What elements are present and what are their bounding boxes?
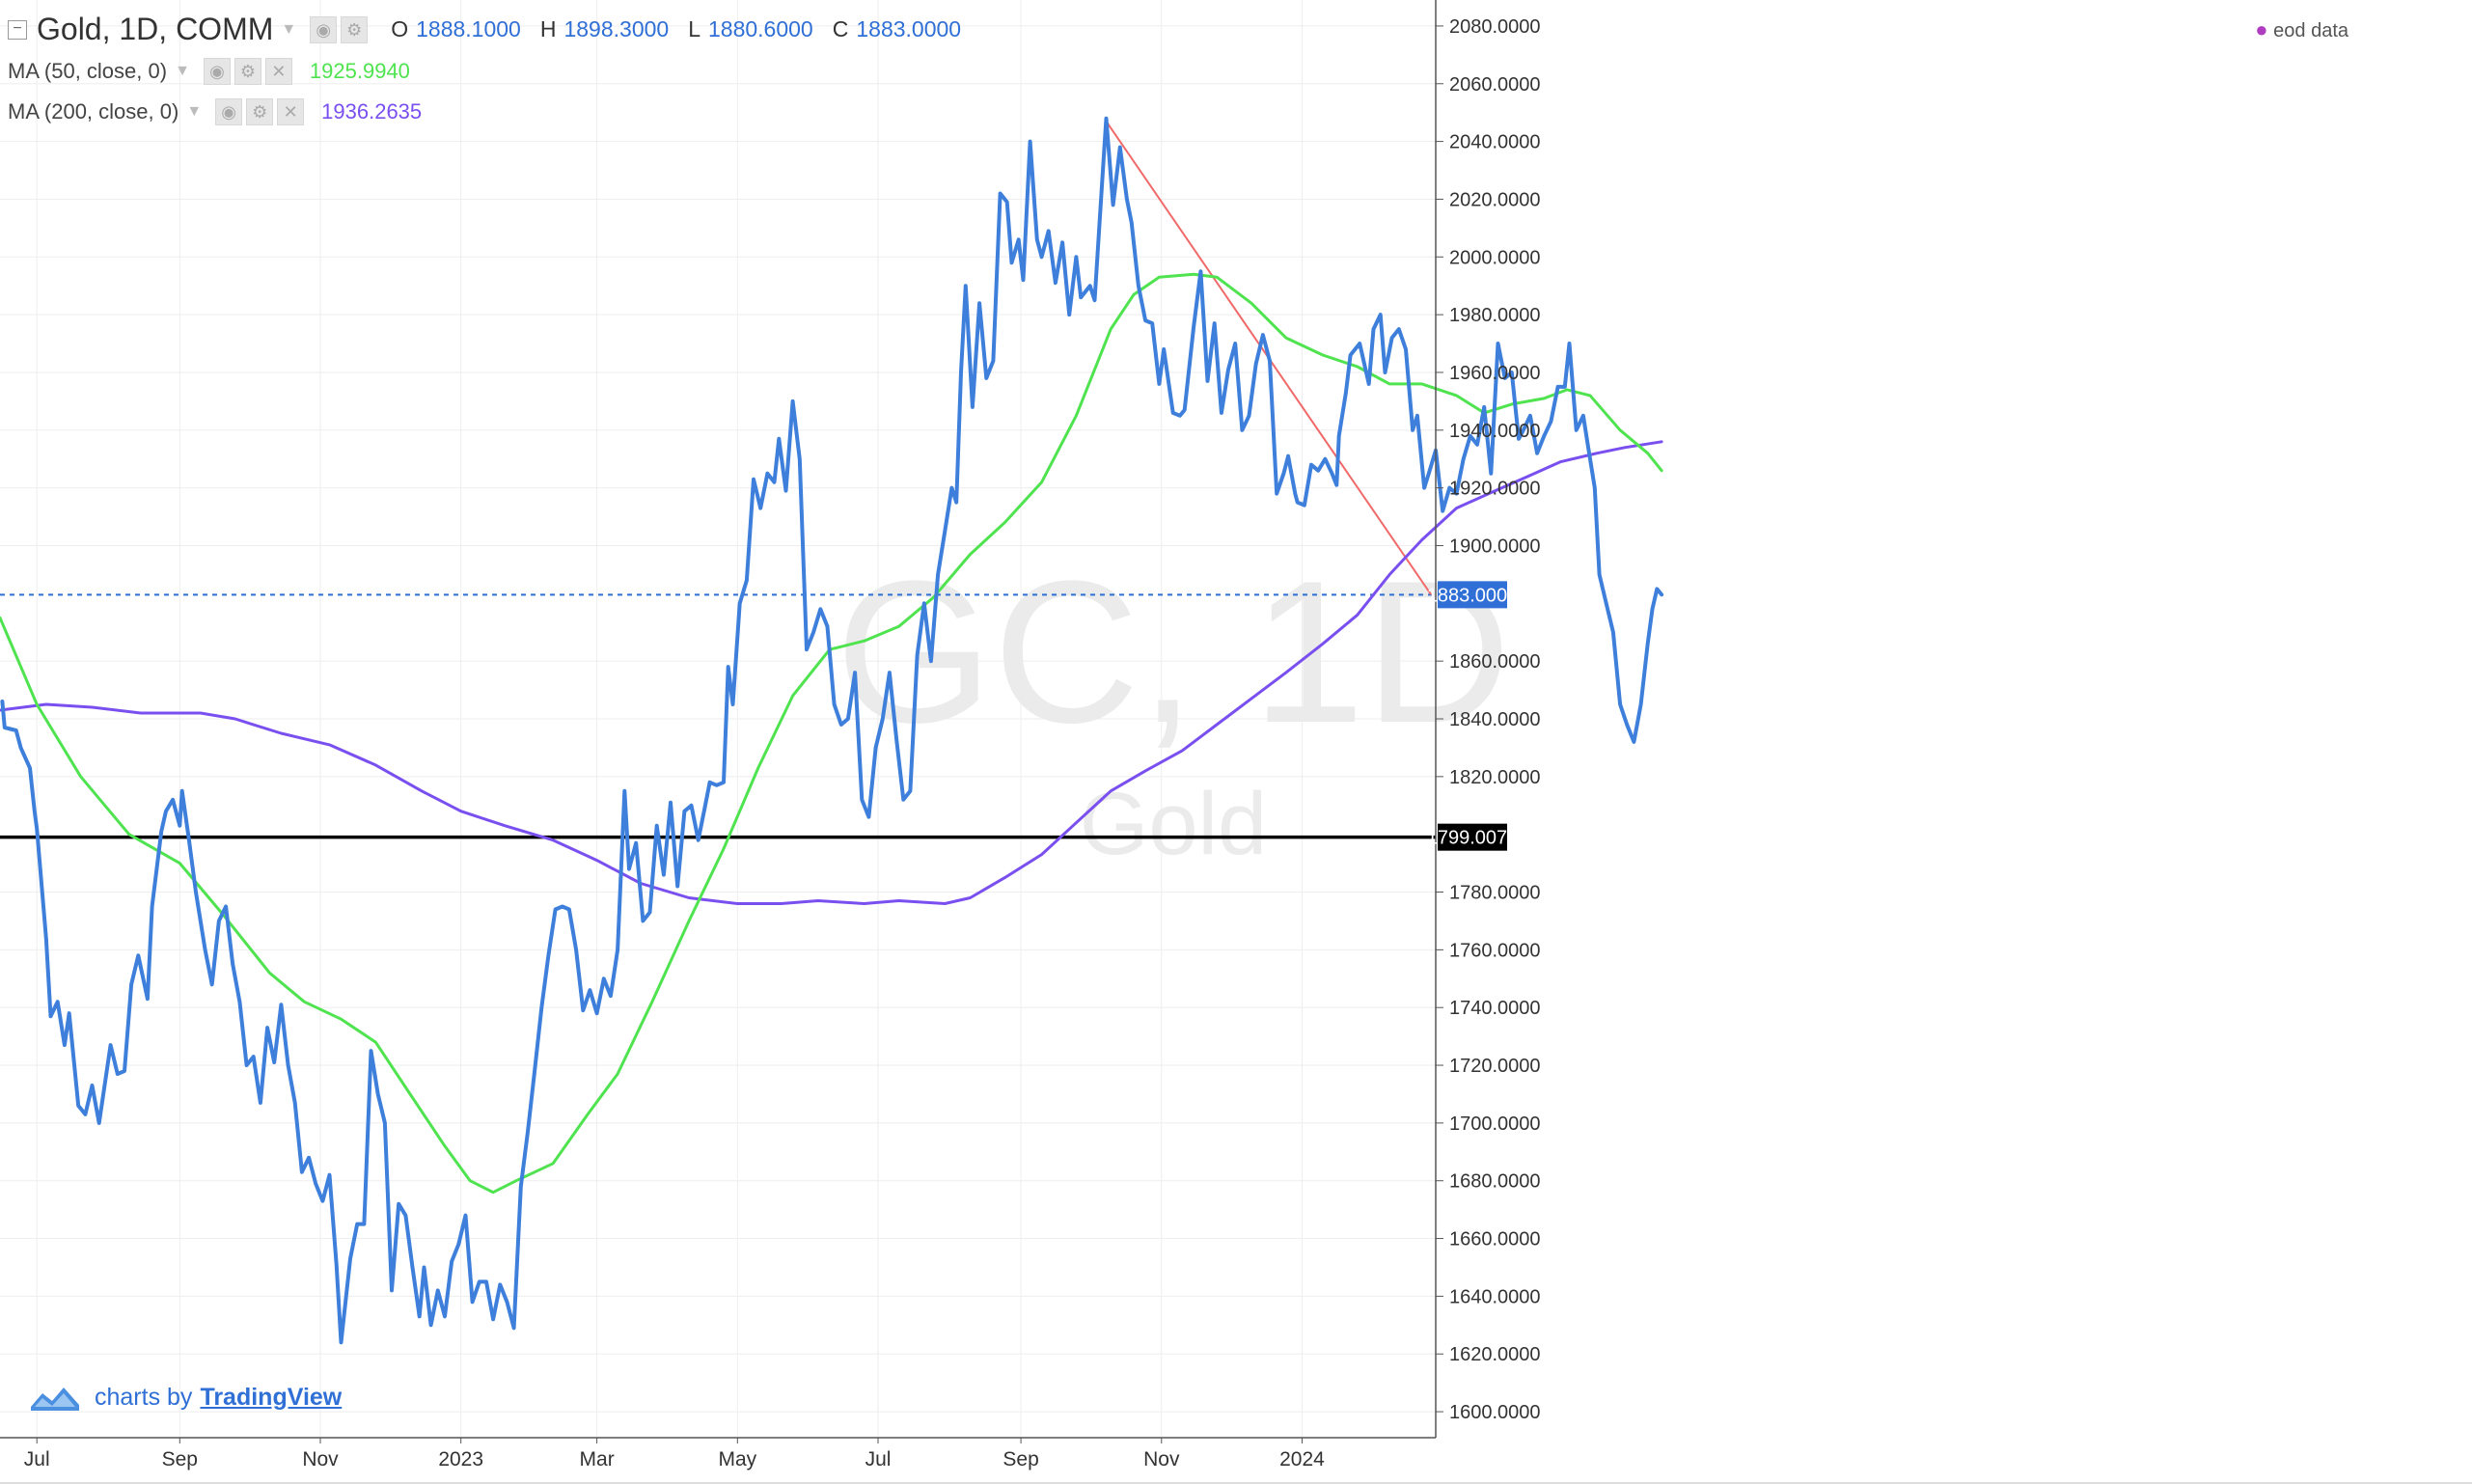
series-lines — [0, 116, 1664, 1345]
y-tick-label: 1860.0000 — [1449, 651, 1541, 673]
x-tick-label: Nov — [1143, 1448, 1180, 1470]
y-tick-label: 2080.0000 — [1449, 16, 1541, 38]
x-tick-label: 2023 — [438, 1448, 483, 1470]
y-tick-label: 1680.0000 — [1449, 1171, 1541, 1193]
x-tick-label: Sep — [162, 1448, 198, 1470]
horizontal-lines — [0, 593, 1436, 839]
eod-indicator: ● eod data — [2255, 17, 2348, 42]
y-tick-label: 1820.0000 — [1449, 767, 1541, 788]
ma50-series-line — [0, 272, 1663, 1195]
y-tick-label: 1720.0000 — [1449, 1056, 1541, 1077]
close-icon[interactable]: ✕ — [264, 58, 292, 85]
high-value: 1898.3000 — [563, 16, 670, 41]
watermark: GC, 1D Gold — [836, 538, 1511, 873]
low-value: 1880.6000 — [708, 16, 813, 41]
axis-price-labels: 1883.0000 1799.0072 — [1427, 581, 1519, 851]
last_price-price-tag — [1438, 581, 1507, 609]
y-tick-label: 1620.0000 — [1449, 1344, 1541, 1365]
chevron-down-icon[interactable]: ▼ — [186, 103, 203, 120]
open-label: O — [391, 16, 409, 41]
y-tick-label: 1840.0000 — [1449, 709, 1541, 730]
close-value: 1883.0000 — [856, 16, 962, 41]
legend-ma50: MA (50, close, 0) ▼ ◉ ⚙ ✕ 1925.9940 — [8, 58, 410, 85]
close-label: C — [832, 16, 849, 41]
eod-label: eod data — [2273, 20, 2348, 41]
gear-icon[interactable]: ⚙ — [246, 98, 274, 125]
watermark-symbol: GC, 1D — [836, 538, 1511, 765]
branding-prefix: charts by — [95, 1383, 193, 1411]
y-tick-label: 1780.0000 — [1449, 883, 1541, 904]
ma50-label: MA (50, close, 0) — [8, 59, 168, 83]
collapse-icon[interactable]: − — [8, 19, 27, 40]
eye-icon[interactable]: ◉ — [310, 15, 338, 43]
ma200-label: MA (200, close, 0) — [8, 99, 179, 124]
y-tick-label: 2060.0000 — [1449, 74, 1541, 96]
high-label: H — [539, 16, 557, 41]
eye-icon[interactable]: ◉ — [203, 58, 231, 85]
y-tick-label: 2020.0000 — [1449, 189, 1541, 210]
y-tick-label: 1900.0000 — [1449, 536, 1541, 557]
y-tick-label: 2040.0000 — [1449, 132, 1541, 153]
y-tick-label: 1700.0000 — [1449, 1113, 1541, 1135]
x-tick-label: Mar — [580, 1448, 615, 1470]
x-tick-label: Sep — [1003, 1448, 1038, 1470]
watermark-name: Gold — [1080, 775, 1267, 873]
y-tick-label: 1660.0000 — [1449, 1229, 1541, 1250]
y-tick-label: 1740.0000 — [1449, 998, 1541, 1019]
eod-dot-icon: ● — [2255, 17, 2268, 41]
legend-ma200: MA (200, close, 0) ▼ ◉ ⚙ ✕ 1936.2635 — [8, 98, 422, 125]
y-tick-label: 1600.0000 — [1449, 1402, 1541, 1423]
y-tick-label: 1940.0000 — [1449, 421, 1541, 442]
y-tick-label: 1960.0000 — [1449, 363, 1541, 384]
support-price-tag — [1438, 823, 1507, 851]
y-tick-label: 1980.0000 — [1449, 305, 1541, 326]
symbol-title: Gold, 1D, COMM — [37, 12, 274, 46]
x-tick-label: Jul — [865, 1448, 892, 1470]
chevron-down-icon[interactable]: ▼ — [175, 63, 190, 79]
y-tick-label: 2000.0000 — [1449, 247, 1541, 268]
gear-icon[interactable]: ⚙ — [233, 58, 261, 85]
ma200-value: 1936.2635 — [321, 99, 423, 124]
support-price-label: 1799.0072 — [1427, 828, 1519, 849]
x-tick-label: May — [718, 1448, 756, 1470]
last_price-price-label: 1883.0000 — [1427, 585, 1519, 606]
ma50-value: 1925.9940 — [309, 59, 410, 83]
tradingview-link[interactable]: TradingView — [200, 1383, 343, 1411]
y-tick-label: 1640.0000 — [1449, 1286, 1541, 1307]
x-tick-label: Jul — [24, 1448, 50, 1470]
tradingview-branding[interactable]: charts by TradingView — [29, 1382, 342, 1413]
open-value: 1888.1000 — [416, 16, 521, 41]
close-icon[interactable]: ✕ — [277, 98, 305, 125]
legend-main: − Gold, 1D, COMM ▼ ◉ ⚙ O 1888.1000 H 189… — [8, 12, 961, 47]
ma200-series-line — [0, 440, 1663, 905]
low-label: L — [688, 16, 700, 41]
y-tick-label: 1760.0000 — [1449, 940, 1541, 961]
bottom-border — [0, 1482, 2472, 1484]
tradingview-logo-icon — [31, 1388, 79, 1411]
eye-icon[interactable]: ◉ — [215, 98, 243, 125]
chevron-down-icon[interactable]: ▼ — [281, 20, 297, 38]
x-tick-label: 2024 — [1279, 1448, 1325, 1470]
price-series-line — [0, 116, 1664, 1345]
y-tick-label: 1920.0000 — [1449, 479, 1541, 500]
x-tick-label: Nov — [302, 1448, 339, 1470]
gear-icon[interactable]: ⚙ — [341, 15, 369, 43]
